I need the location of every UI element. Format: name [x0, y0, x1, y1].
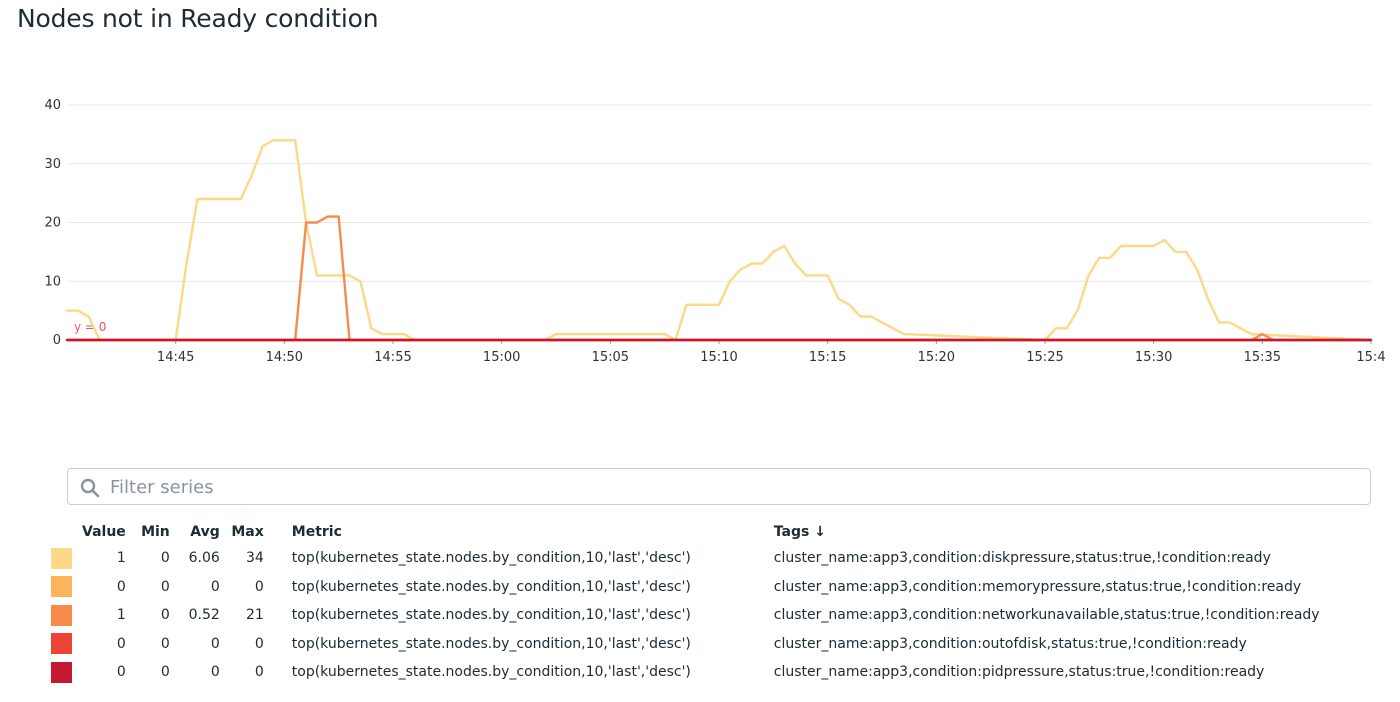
cell-metric: top(kubernetes_state.nodes.by_condition,…: [291, 635, 691, 652]
x-tick-label: 15:30: [1135, 350, 1172, 365]
cell-value: 1: [116, 607, 126, 624]
search-icon: [80, 478, 100, 498]
table-row[interactable]: 1 0 0.52 21 top(kubernetes_state.nodes.b…: [42, 601, 1374, 630]
x-tick-label: 14:50: [266, 350, 303, 365]
chart-gridlines: [67, 104, 1371, 282]
series-color-swatch: [51, 576, 72, 598]
cell-min: 0: [160, 550, 170, 567]
header-avg[interactable]: Avg: [190, 524, 220, 540]
x-tick-label: 15:15: [809, 350, 846, 365]
table-row[interactable]: 0 0 0 0 top(kubernetes_state.nodes.by_co…: [42, 630, 1374, 659]
y-zero-marker: y = 0: [67, 320, 1371, 341]
cell-metric: top(kubernetes_state.nodes.by_condition,…: [291, 550, 691, 567]
cell-value: 0: [116, 664, 126, 681]
cell-value: 0: [116, 578, 126, 595]
header-metric[interactable]: Metric: [291, 524, 342, 540]
x-tick-label: 14:55: [374, 350, 411, 365]
cell-min: 0: [160, 578, 170, 595]
y-axis-ticks: 0 10 20 30 40: [44, 98, 61, 348]
cell-tags: cluster_name:app3,condition:pidpressure,…: [773, 664, 1265, 681]
cell-avg: 0: [210, 664, 220, 681]
filter-series-input[interactable]: [108, 473, 1352, 502]
cell-min: 0: [160, 664, 170, 681]
y-tick-label: 10: [44, 274, 61, 289]
cell-max: 0: [254, 635, 264, 652]
series-color-swatch: [51, 633, 72, 655]
x-tick-label: 15:00: [483, 350, 520, 365]
x-tick-label: 15:35: [1244, 350, 1281, 365]
series-legend-table: Value Min Avg Max Metric Tags ↓ 1 0 6.06…: [42, 520, 1374, 687]
cell-max: 0: [254, 664, 264, 681]
cell-avg: 0.52: [188, 607, 220, 624]
table-row[interactable]: 1 0 6.06 34 top(kubernetes_state.nodes.b…: [42, 544, 1374, 573]
series-line-0[interactable]: [65, 139, 1373, 342]
cell-max: 0: [254, 578, 264, 595]
filter-series-box[interactable]: [67, 468, 1371, 505]
header-min[interactable]: Min: [141, 524, 170, 540]
x-tick-label: 15:05: [592, 350, 629, 365]
cell-tags: cluster_name:app3,condition:networkunava…: [773, 607, 1320, 624]
cell-metric: top(kubernetes_state.nodes.by_condition,…: [291, 607, 691, 624]
chart-series-lines[interactable]: [65, 139, 1373, 342]
legend-header-row: Value Min Avg Max Metric Tags ↓: [42, 520, 1374, 544]
cell-max: 34: [245, 550, 264, 567]
header-value[interactable]: Value: [82, 524, 126, 540]
cell-tags: cluster_name:app3,condition:diskpressure…: [773, 550, 1271, 567]
cell-avg: 6.06: [188, 550, 220, 567]
x-tick-label: 15:10: [700, 350, 737, 365]
cell-metric: top(kubernetes_state.nodes.by_condition,…: [291, 664, 691, 681]
y-tick-label: 30: [44, 157, 61, 172]
header-swatch: [42, 520, 82, 544]
cell-min: 0: [160, 635, 170, 652]
cell-tags: cluster_name:app3,condition:memorypressu…: [773, 578, 1302, 595]
header-max[interactable]: Max: [231, 524, 264, 540]
cell-avg: 0: [210, 578, 220, 595]
cell-avg: 0: [210, 635, 220, 652]
timeseries-chart[interactable]: 0 10 20 30 40 14:45 14:50 14:55 15:00 15:05 15:10…: [0, 60, 1400, 380]
cell-value: 1: [116, 550, 126, 567]
marker-label: y = 0: [74, 320, 106, 334]
y-tick-label: 40: [44, 98, 61, 113]
table-row[interactable]: 0 0 0 0 top(kubernetes_state.nodes.by_co…: [42, 658, 1374, 687]
x-axis-ticks: 14:45 14:50 14:55 15:00 15:05 15:10 15:15 15:20…: [157, 340, 1386, 365]
page-title: Nodes not in Ready condition: [17, 4, 379, 33]
y-tick-label: 20: [44, 216, 61, 231]
x-tick-label: 14:45: [157, 350, 194, 365]
cell-tags: cluster_name:app3,condition:outofdisk,st…: [773, 635, 1247, 652]
x-tick-label: 15:4: [1356, 350, 1385, 365]
y-tick-label: 0: [53, 333, 61, 348]
cell-metric: top(kubernetes_state.nodes.by_condition,…: [291, 578, 691, 595]
series-color-swatch: [51, 661, 72, 683]
header-tags[interactable]: Tags ↓: [773, 524, 826, 540]
series-color-swatch: [51, 547, 72, 569]
x-tick-label: 15:25: [1026, 350, 1063, 365]
series-line-2[interactable]: [65, 215, 1373, 342]
series-color-swatch: [51, 604, 72, 626]
cell-value: 0: [116, 635, 126, 652]
x-tick-label: 15:20: [918, 350, 955, 365]
cell-min: 0: [160, 607, 170, 624]
cell-max: 21: [245, 607, 264, 624]
table-row[interactable]: 0 0 0 0 top(kubernetes_state.nodes.by_co…: [42, 573, 1374, 602]
